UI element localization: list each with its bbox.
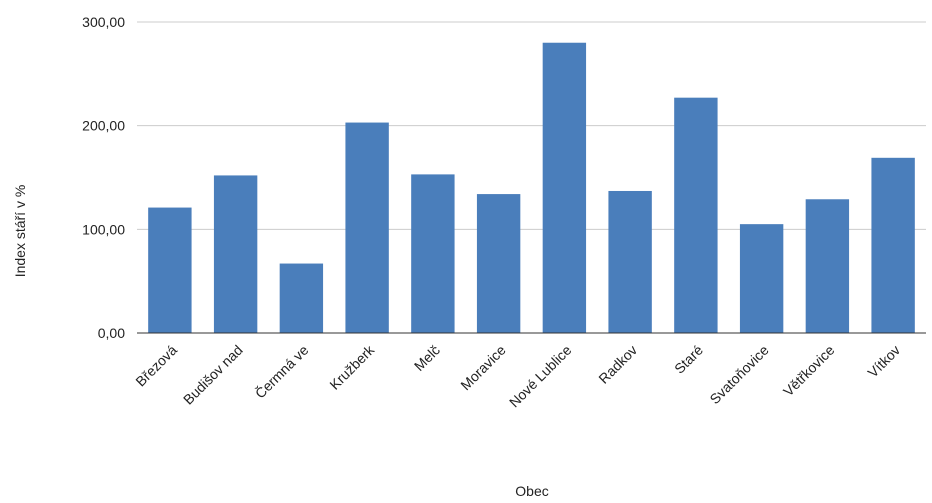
bar <box>542 42 587 333</box>
x-tick-label: Čermná ve <box>252 342 312 402</box>
y-tick-label: 200,00 <box>82 118 125 134</box>
x-tick-label: Svatoňovice <box>706 342 771 407</box>
x-tick-label: Moravice <box>457 342 509 394</box>
bar <box>674 97 718 333</box>
x-tick-label: Budišov nad <box>180 342 246 408</box>
bar <box>871 157 915 333</box>
bar <box>213 175 258 333</box>
bar <box>608 190 652 333</box>
x-axis-title: Obec <box>515 483 548 499</box>
bars <box>148 42 915 333</box>
y-tick-label: 100,00 <box>82 221 125 237</box>
gridlines <box>137 21 926 230</box>
bar <box>279 263 324 333</box>
x-tick-labels: Březová Budišov nad Čermná ve Kružberk Melč M… <box>132 341 903 410</box>
bar <box>739 224 784 333</box>
x-tick-label: Větřkovice <box>780 342 838 400</box>
bar <box>411 174 455 333</box>
bar <box>476 194 521 333</box>
x-tick-label: Březová <box>132 342 180 390</box>
bar <box>805 199 850 333</box>
x-tick-label: Nové Lublice <box>506 342 575 411</box>
bar <box>148 207 192 333</box>
y-axis-title: Index stáří v % <box>12 185 28 278</box>
y-tick-label: 0,00 <box>98 325 125 341</box>
y-tick-labels: 0,00 100,00 200,00 300,00 <box>82 14 125 341</box>
x-tick-label: Vítkov <box>864 342 903 381</box>
x-tick-label: Melč <box>411 342 443 374</box>
x-tick-label: Radkov <box>595 342 640 387</box>
y-tick-label: 300,00 <box>82 14 125 30</box>
x-tick-label: Staré <box>671 342 706 377</box>
bar <box>345 122 389 333</box>
x-tick-label: Kružberk <box>326 341 378 393</box>
